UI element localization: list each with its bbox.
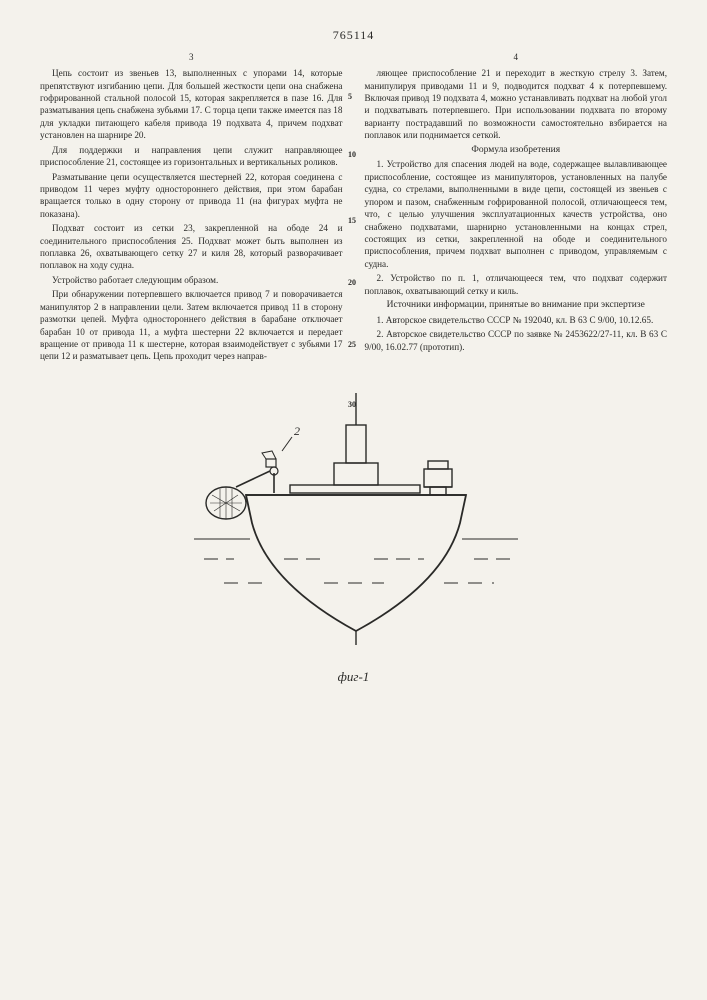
para-l1: Цепь состоит из звеньев 13, выполненных … <box>40 67 343 142</box>
patent-number: 765114 <box>40 28 667 43</box>
para-l3: Разматывание цепи осуществляется шестерн… <box>40 171 343 221</box>
page-num-right: 4 <box>365 51 668 63</box>
line-marker-20: 20 <box>348 278 356 287</box>
line-marker-10: 10 <box>348 150 356 159</box>
patent-page: 765114 3 Цепь состоит из звеньев 13, вып… <box>0 0 707 1000</box>
line-marker-30: 30 <box>348 400 356 409</box>
para-l5: Устройство работает следующим образом. <box>40 274 343 286</box>
figure-1: 2 фиг-1 <box>40 383 667 685</box>
sources-title: Источники информации, принятые во вниман… <box>365 299 668 312</box>
claim-1: 1. Устройство для спасения людей на воде… <box>365 158 668 270</box>
para-l2: Для поддержки и направления цепи служит … <box>40 144 343 169</box>
ref-2: 2. Авторское свидетельство СССР по заявк… <box>365 328 668 353</box>
ref-1: 1. Авторское свидетельство СССР № 192040… <box>365 314 668 326</box>
ship-diagram: 2 <box>174 383 534 663</box>
left-column: 3 Цепь состоит из звеньев 13, выполненны… <box>40 51 343 365</box>
fig-label-2: 2 <box>294 424 300 438</box>
para-l6: При обнаружении потерпевшего включается … <box>40 288 343 363</box>
line-marker-15: 15 <box>348 216 356 225</box>
line-marker-25: 25 <box>348 340 356 349</box>
formula-title: Формула изобретения <box>365 144 668 157</box>
figure-caption: фиг-1 <box>40 669 667 685</box>
para-l4: Подхват состоит из сетки 23, закрепленно… <box>40 222 343 272</box>
text-columns: 3 Цепь состоит из звеньев 13, выполненны… <box>40 51 667 365</box>
right-column: 4 ляющее приспособление 21 и переходит в… <box>365 51 668 365</box>
para-r1: ляющее приспособление 21 и переходит в ж… <box>365 67 668 142</box>
claim-2: 2. Устройство по п. 1, отличающееся тем,… <box>365 272 668 297</box>
line-marker-5: 5 <box>348 92 352 101</box>
page-num-left: 3 <box>40 51 343 63</box>
